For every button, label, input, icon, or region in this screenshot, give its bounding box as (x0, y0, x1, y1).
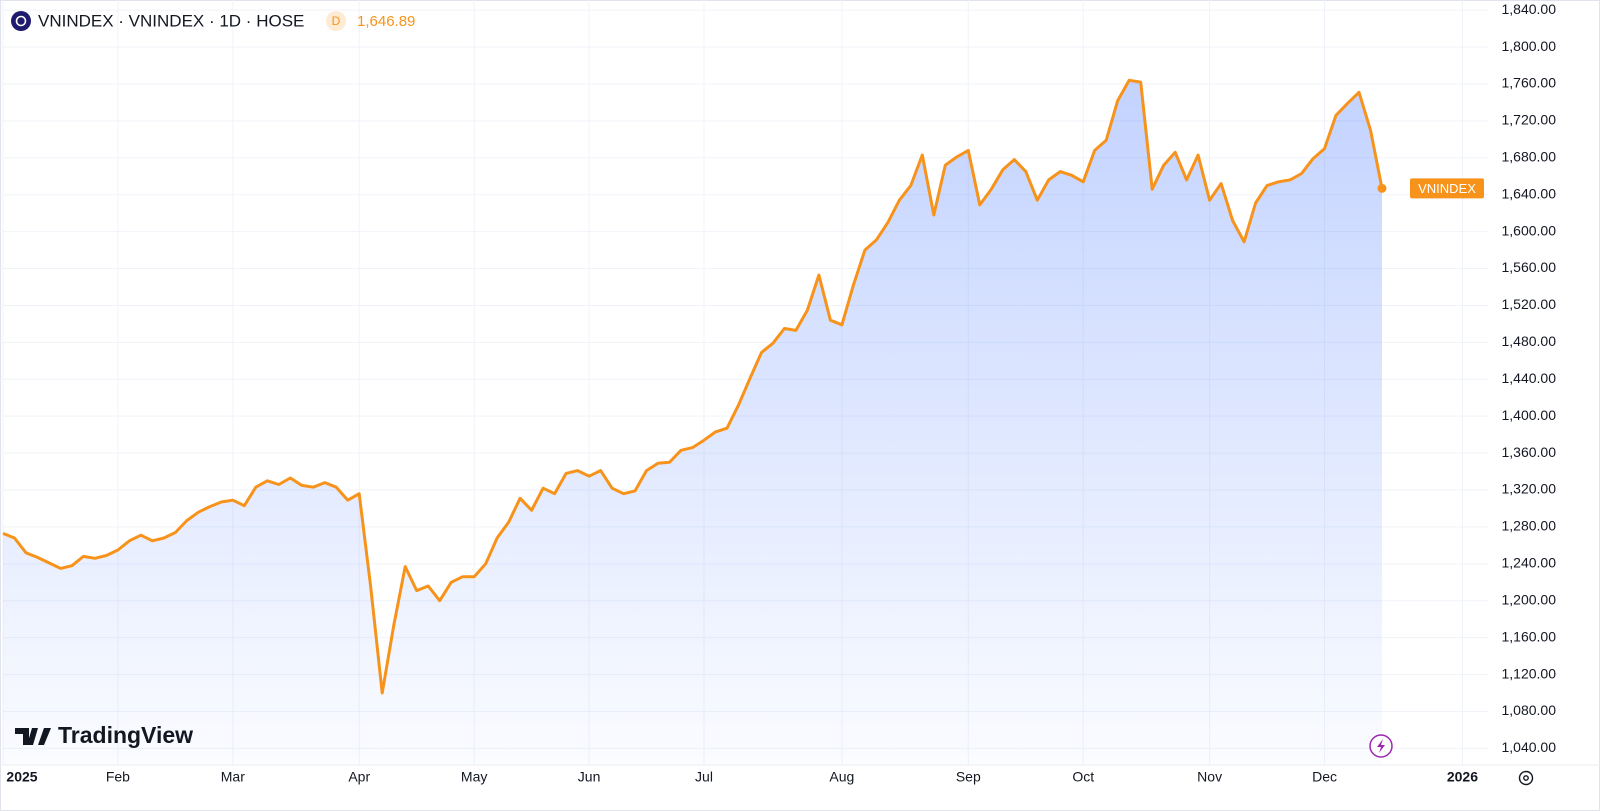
watermark-text: TradingView (58, 722, 193, 748)
x-tick-label: 2026 (1447, 769, 1478, 785)
y-tick-label: 1,600.00 (1502, 222, 1557, 238)
x-tick-label: Apr (348, 769, 370, 785)
logo-icon (15, 728, 51, 745)
y-tick-label: 1,640.00 (1502, 185, 1557, 201)
x-tick-label: Nov (1197, 769, 1222, 785)
area-fill (3, 80, 1382, 766)
y-tick-label: 1,400.00 (1502, 407, 1557, 423)
x-tick-label: Dec (1312, 769, 1337, 785)
y-tick-label: 1,840.00 (1502, 1, 1557, 17)
y-tick-label: 1,200.00 (1502, 591, 1557, 607)
y-tick-label: 1,280.00 (1502, 518, 1557, 534)
y-tick-label: 1,240.00 (1502, 555, 1557, 571)
y-tick-label: 1,320.00 (1502, 481, 1557, 497)
badge: D (332, 14, 341, 28)
x-tick-label: Feb (106, 769, 130, 785)
y-tick-label: 1,680.00 (1502, 149, 1557, 165)
plot (2, 78, 1387, 766)
replay-bolt (1377, 739, 1385, 753)
y-tick-label: 1,040.00 (1502, 739, 1557, 755)
y-tick-label: 1,440.00 (1502, 370, 1557, 386)
x-tick-label: Jun (578, 769, 601, 785)
y-tick-label: 1,800.00 (1502, 38, 1557, 54)
symbol-icon (11, 11, 31, 31)
y-tick-label: 1,120.00 (1502, 665, 1557, 681)
settings-icon[interactable] (1518, 770, 1534, 786)
price-tag: VNINDEX (1418, 181, 1476, 196)
last-price: 1,646.89 (357, 13, 415, 30)
y-tick-label: 1,360.00 (1502, 444, 1557, 460)
badge-bg (326, 11, 346, 31)
symbol-title: VNINDEX · VNINDEX · 1D · HOSE (38, 11, 304, 30)
price-line (2, 78, 1384, 695)
x-tick-label: Mar (221, 769, 245, 785)
x-tick-label: Sep (956, 769, 981, 785)
y-tick-label: 1,080.00 (1502, 702, 1557, 718)
last-point (1377, 183, 1387, 193)
settings-button[interactable] (1518, 770, 1534, 786)
y-tick-label: 1,720.00 (1502, 112, 1557, 128)
x-tick-label: Oct (1072, 769, 1094, 785)
x-tick-label: 2025 (6, 769, 37, 785)
replay-button[interactable] (1369, 734, 1393, 758)
watermark: TradingView (15, 722, 193, 748)
x-tick-label: Aug (829, 769, 854, 785)
y-tick-label: 1,760.00 (1502, 75, 1557, 91)
x-tick-label: Jul (695, 769, 713, 785)
symbol-icon-ring (15, 15, 27, 27)
header: VNINDEX · VNINDEX · 1D · HOSE D 1,646.89 (11, 11, 415, 31)
y-tick-label: 1,480.00 (1502, 333, 1557, 349)
settings-icon-center (1523, 775, 1529, 781)
y-tick-label: 1,560.00 (1502, 259, 1557, 275)
y-tick-label: 1,160.00 (1502, 628, 1557, 644)
price-tag-bg (1410, 178, 1484, 199)
x-tick-label: May (461, 769, 487, 785)
y-tick-label: 1,520.00 (1502, 296, 1557, 312)
